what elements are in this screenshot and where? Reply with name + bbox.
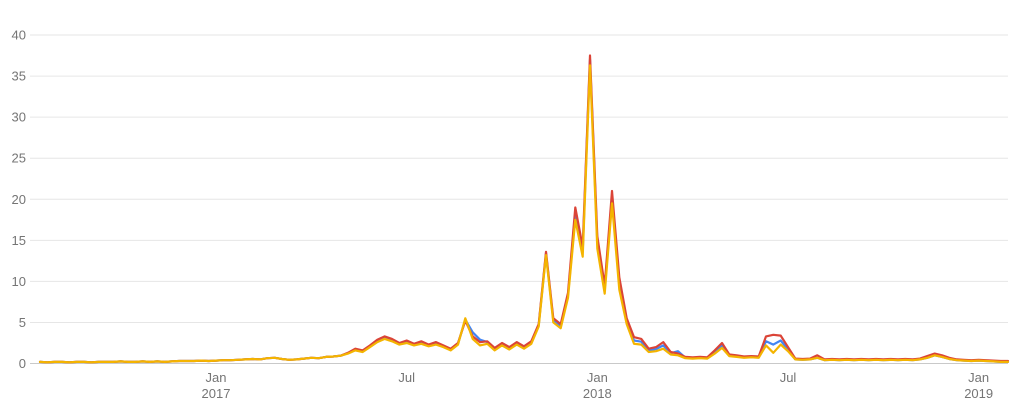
x-tick-year-label-2017: 2017 (202, 386, 231, 401)
y-tick-label-35: 35 (12, 69, 26, 84)
y-tick-label-40: 40 (12, 28, 26, 43)
y-tick-label-20: 20 (12, 192, 26, 207)
y-tick-label-30: 30 (12, 110, 26, 125)
y-tick-label-5: 5 (19, 315, 26, 330)
x-tick-year-label-2019: 2019 (964, 386, 993, 401)
x-tick-label-jan-2017: Jan (206, 370, 227, 385)
x-tick-year-label-2018: 2018 (583, 386, 612, 401)
y-tick-label-15: 15 (12, 233, 26, 248)
x-tick-label-jul: Jul (780, 370, 797, 385)
x-tick-label-jan-2019: Jan (968, 370, 989, 385)
y-tick-label-10: 10 (12, 274, 26, 289)
y-tick-label-25: 25 (12, 151, 26, 166)
y-tick-label-0: 0 (19, 356, 26, 371)
x-tick-label-jan-2018: Jan (587, 370, 608, 385)
x-tick-label-jul: Jul (398, 370, 415, 385)
series-line-yellow[interactable] (38, 64, 1010, 364)
